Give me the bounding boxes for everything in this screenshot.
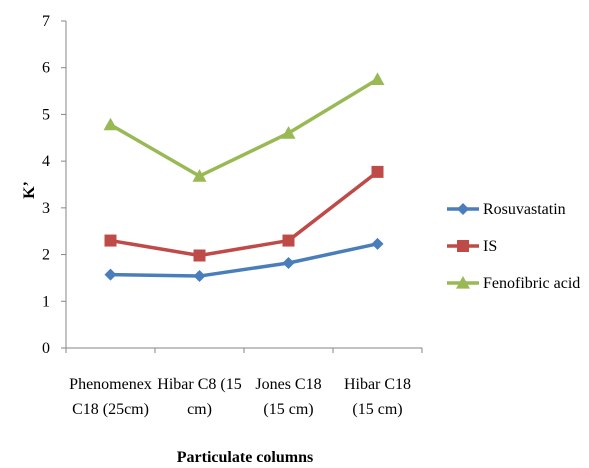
x-category-label: Phenomenex [69,376,152,393]
axes: 0 1 2 3 4 5 6 7 Phenomenex C18 (25cm) Hibar C8 (15… [42,13,423,418]
x-category-label: Hibar C8 (15 [157,376,241,393]
data-point-rosuvastatin [193,270,206,283]
series-line-fenofibric-acid [109,77,379,178]
legend: Rosuvastatin IS Fenofibric acid [447,201,580,292]
data-point-fenofibric-acid [281,126,296,139]
x-category-label: Jones C18 [255,376,321,393]
x-category-label: cm) [187,401,212,418]
legend-label-rosuvastatin: Rosuvastatin [483,201,566,218]
data-point-fenofibric-acid [192,169,207,182]
legend-marker-fenofibric-acid [456,276,470,289]
y-axis-title: K’ [21,181,38,199]
x-category-label: Hibar C18 [344,376,411,393]
data-point-is [104,234,117,247]
series-is [104,165,384,262]
y-tick-label: 6 [42,60,50,77]
data-point-rosuvastatin [104,268,117,281]
legend-label-fenofibric-acid: Fenofibric acid [483,275,580,292]
x-category-label: (15 cm) [352,401,402,418]
legend-item-is: IS [447,238,497,255]
series-line-is [110,170,379,258]
series-line-rosuvastatin [110,242,378,278]
y-tick-label: 2 [42,247,50,264]
y-tick-label: 3 [42,200,50,217]
data-point-is [282,234,295,247]
data-point-fenofibric-acid [370,72,385,85]
y-tick-label: 1 [42,293,50,310]
x-category-label: (15 cm) [263,401,313,418]
y-tick-label: 0 [42,340,50,357]
y-tick-label: 7 [42,13,50,30]
legend-marker-rosuvastatin [457,203,469,215]
x-axis-title: Particulate columns [177,449,313,466]
series-rosuvastatin [104,237,384,283]
data-point-rosuvastatin [371,237,384,250]
data-point-is [193,249,206,262]
legend-marker-is [457,240,469,252]
legend-item-rosuvastatin: Rosuvastatin [447,201,566,218]
series-layer [103,72,385,283]
data-point-fenofibric-acid [103,117,118,131]
legend-label-is: IS [483,238,497,255]
series-fenofibric-acid [103,72,385,182]
legend-item-fenofibric-acid: Fenofibric acid [447,275,580,292]
y-tick-label: 5 [42,106,50,123]
y-tick-label: 4 [42,153,50,170]
x-category-label: C18 (25cm) [72,401,149,418]
data-point-is [371,165,384,178]
data-point-rosuvastatin [282,256,295,269]
